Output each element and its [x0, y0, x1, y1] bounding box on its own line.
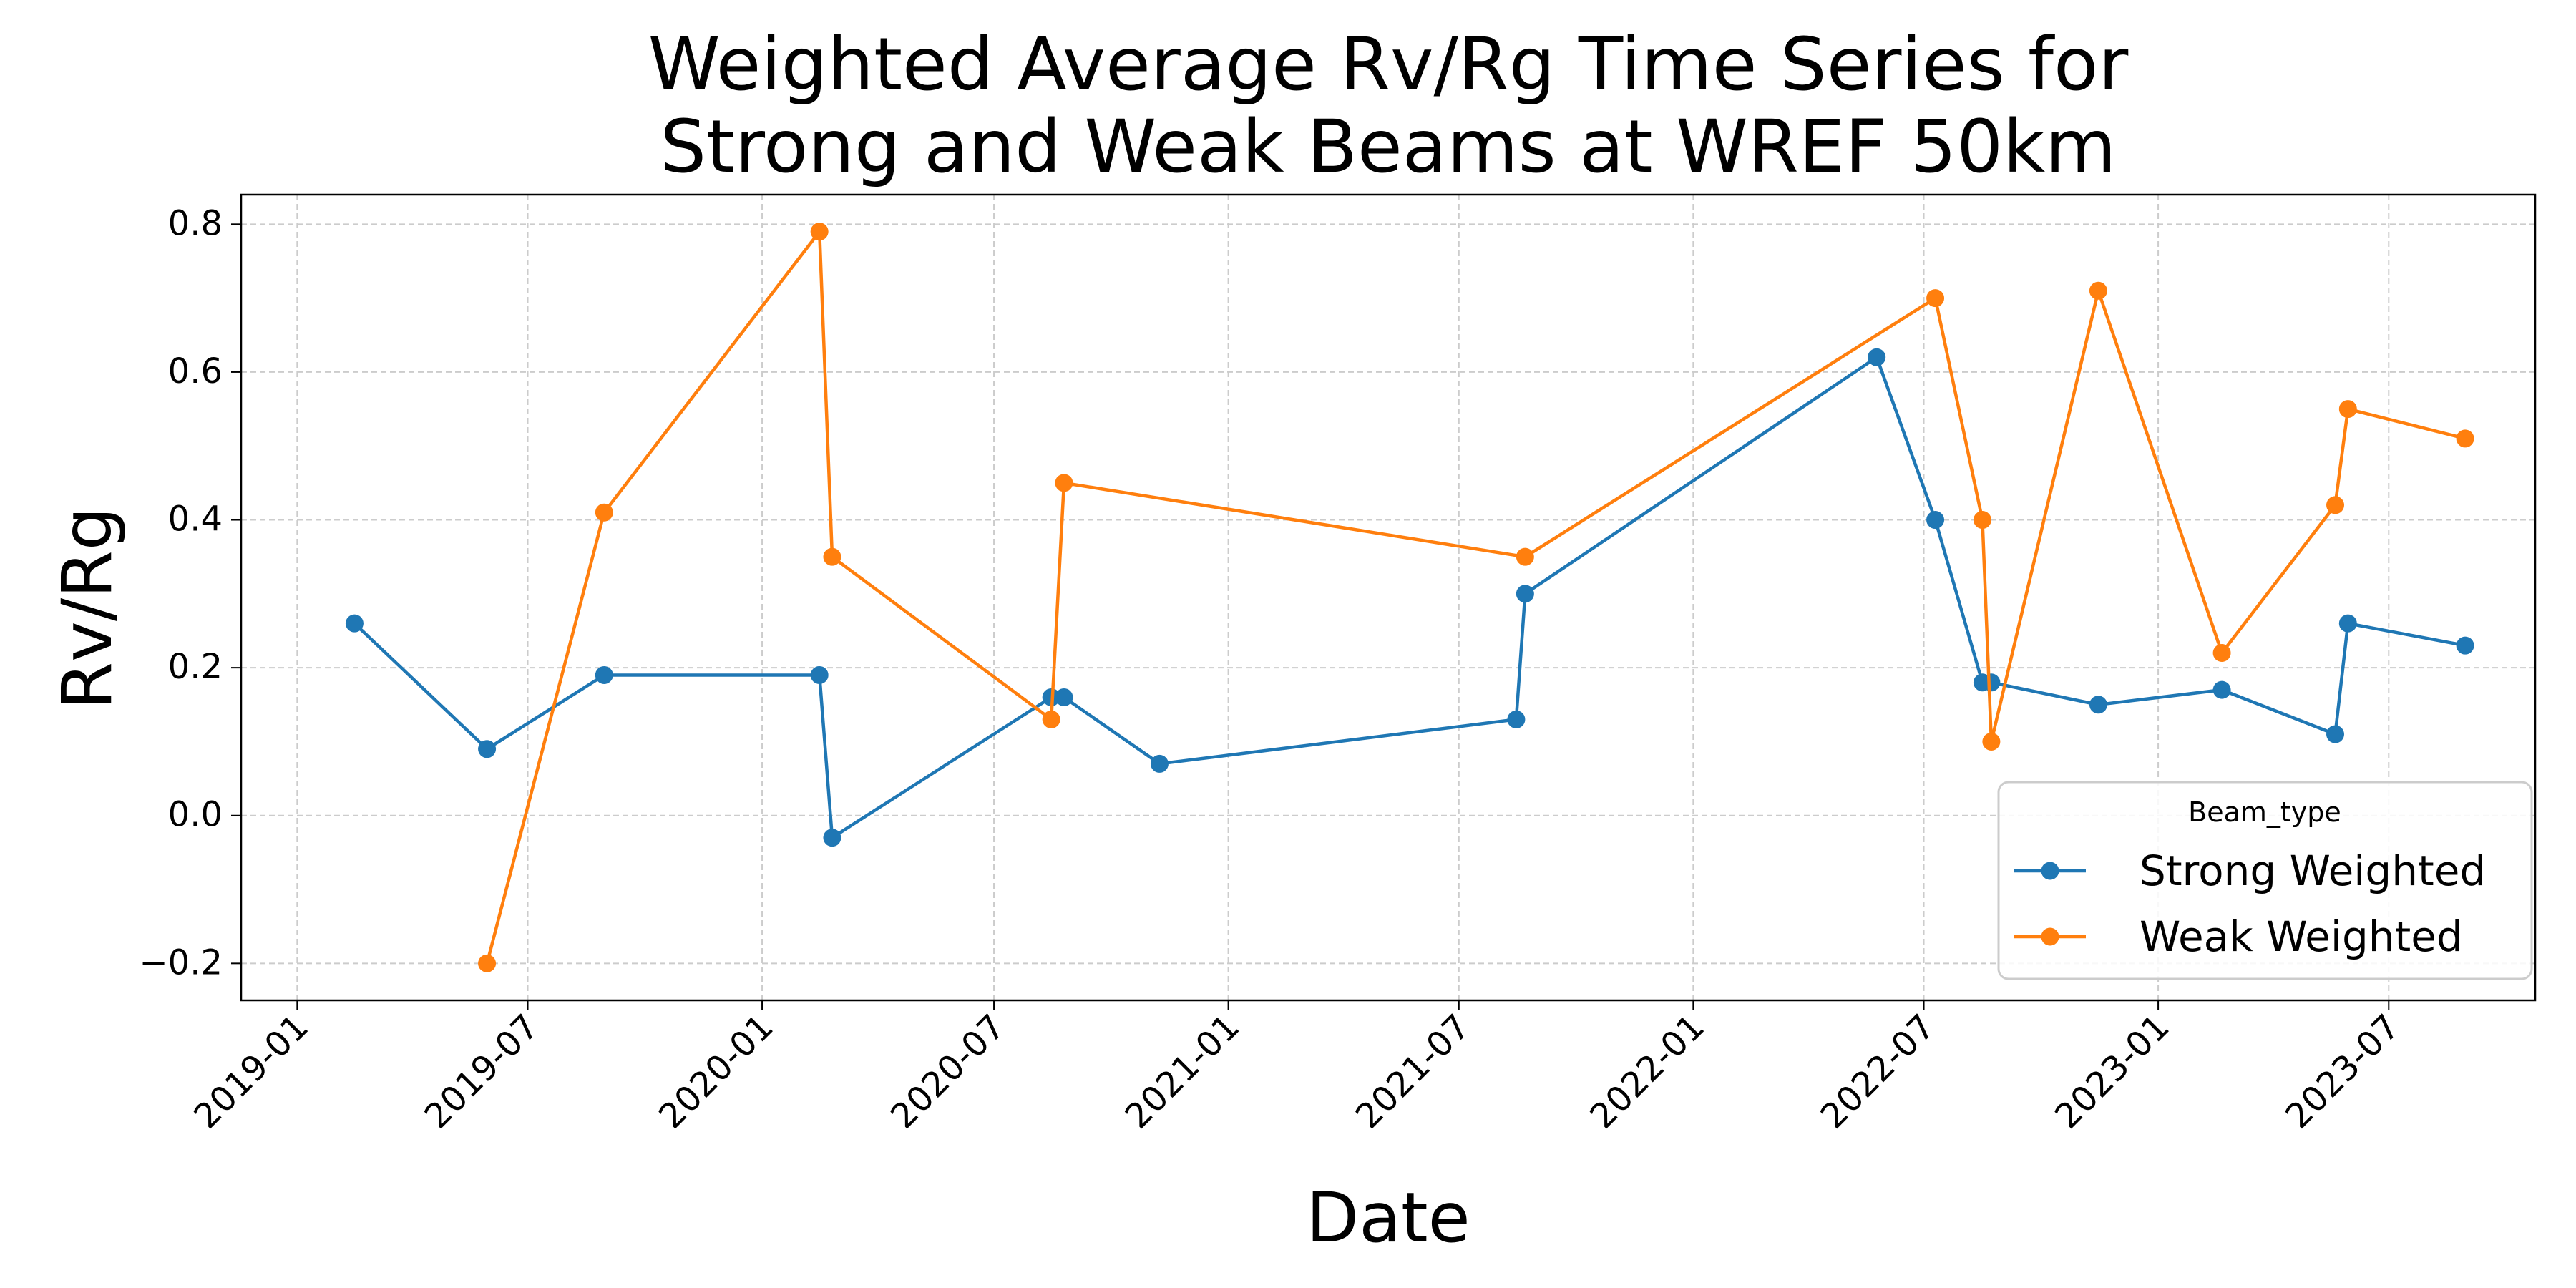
data-point-strong-weighted — [1516, 585, 1534, 603]
series-weak-weighted — [478, 223, 2474, 972]
legend-label-weak-weighted: Weak Weighted — [2140, 912, 2463, 961]
data-point-weak-weighted — [2338, 400, 2357, 419]
data-point-weak-weighted — [823, 547, 841, 566]
x-tick-label: 2023-01 — [2047, 1007, 2177, 1136]
x-tick-label: 2021-01 — [1118, 1007, 1247, 1136]
y-tick-label: 0.4 — [168, 499, 223, 540]
y-tick-label: 0.6 — [168, 351, 223, 391]
data-point-strong-weighted — [595, 665, 613, 684]
legend: Beam_type Strong Weighted Weak Weighted — [1997, 781, 2533, 980]
data-point-weak-weighted — [2212, 643, 2231, 662]
y-tick-label: 0.0 — [168, 795, 223, 835]
data-point-strong-weighted — [345, 614, 364, 633]
data-point-strong-weighted — [2456, 636, 2474, 655]
series-line-strong-weighted — [353, 356, 2466, 839]
data-point-strong-weighted — [2338, 614, 2357, 633]
data-point-weak-weighted — [2089, 281, 2107, 300]
chart-title: Weighted Average Rv/Rg Time Series for S… — [648, 22, 2129, 190]
y-tick-label: 0.8 — [168, 203, 223, 243]
data-point-weak-weighted — [1042, 710, 1060, 728]
data-point-strong-weighted — [1055, 688, 1073, 706]
legend-marker-weak-weighted — [2041, 927, 2059, 946]
x-tick-label: 2021-07 — [1348, 1007, 1478, 1136]
legend-label-strong-weighted: Strong Weighted — [2140, 847, 2486, 895]
series-layer — [345, 223, 2474, 972]
axes: 2019-01 2019-07 2020-01 2020-07 2021-01 2021-… — [139, 203, 2407, 1136]
legend-entries: Strong Weighted Weak Weighted — [2014, 847, 2486, 961]
data-point-strong-weighted — [1150, 754, 1169, 773]
data-point-weak-weighted — [1516, 547, 1534, 566]
y-tick-label: 0.2 — [168, 647, 223, 687]
x-tick-label: 2020-07 — [883, 1007, 1013, 1136]
legend-box — [1997, 781, 2533, 980]
data-point-strong-weighted — [2089, 696, 2107, 714]
data-point-weak-weighted — [1926, 289, 1945, 308]
data-point-weak-weighted — [2326, 496, 2345, 514]
data-point-strong-weighted — [823, 829, 841, 847]
grid — [241, 195, 2535, 1000]
y-tick-label: −0.2 — [139, 942, 223, 982]
data-point-strong-weighted — [2212, 680, 2231, 699]
legend-marker-strong-weighted — [2041, 862, 2059, 880]
data-point-weak-weighted — [595, 503, 613, 522]
plot-frame — [240, 193, 2537, 1002]
data-point-weak-weighted — [810, 223, 829, 241]
data-point-strong-weighted — [1982, 673, 2001, 692]
data-point-weak-weighted — [1982, 732, 2001, 751]
chart-title-line-1: Weighted Average Rv/Rg Time Series for — [648, 22, 2129, 107]
data-point-strong-weighted — [1926, 511, 1945, 530]
x-tick-label: 2019-07 — [417, 1007, 547, 1136]
data-point-weak-weighted — [2456, 429, 2474, 448]
y-axis-label: Rv/Rg — [47, 507, 127, 710]
data-point-weak-weighted — [1055, 474, 1073, 492]
data-point-strong-weighted — [478, 740, 497, 758]
series-strong-weighted — [345, 348, 2474, 847]
x-tick-label: 2022-01 — [1582, 1007, 1712, 1136]
data-point-weak-weighted — [478, 954, 497, 972]
chart-title-line-2: Strong and Weak Beams at WREF 50km — [660, 104, 2116, 190]
data-point-strong-weighted — [810, 665, 829, 684]
legend-title: Beam_type — [2188, 796, 2341, 828]
data-point-strong-weighted — [1507, 710, 1526, 728]
x-tick-label: 2020-01 — [651, 1007, 781, 1136]
data-point-weak-weighted — [1973, 511, 1991, 530]
x-tick-label: 2019-01 — [186, 1007, 316, 1136]
x-axis-label: Date — [1306, 1178, 1470, 1258]
x-tick-label: 2022-07 — [1813, 1007, 1943, 1136]
data-point-strong-weighted — [2326, 725, 2345, 743]
data-point-strong-weighted — [1868, 348, 1886, 366]
x-tick-label: 2023-07 — [2278, 1007, 2407, 1136]
